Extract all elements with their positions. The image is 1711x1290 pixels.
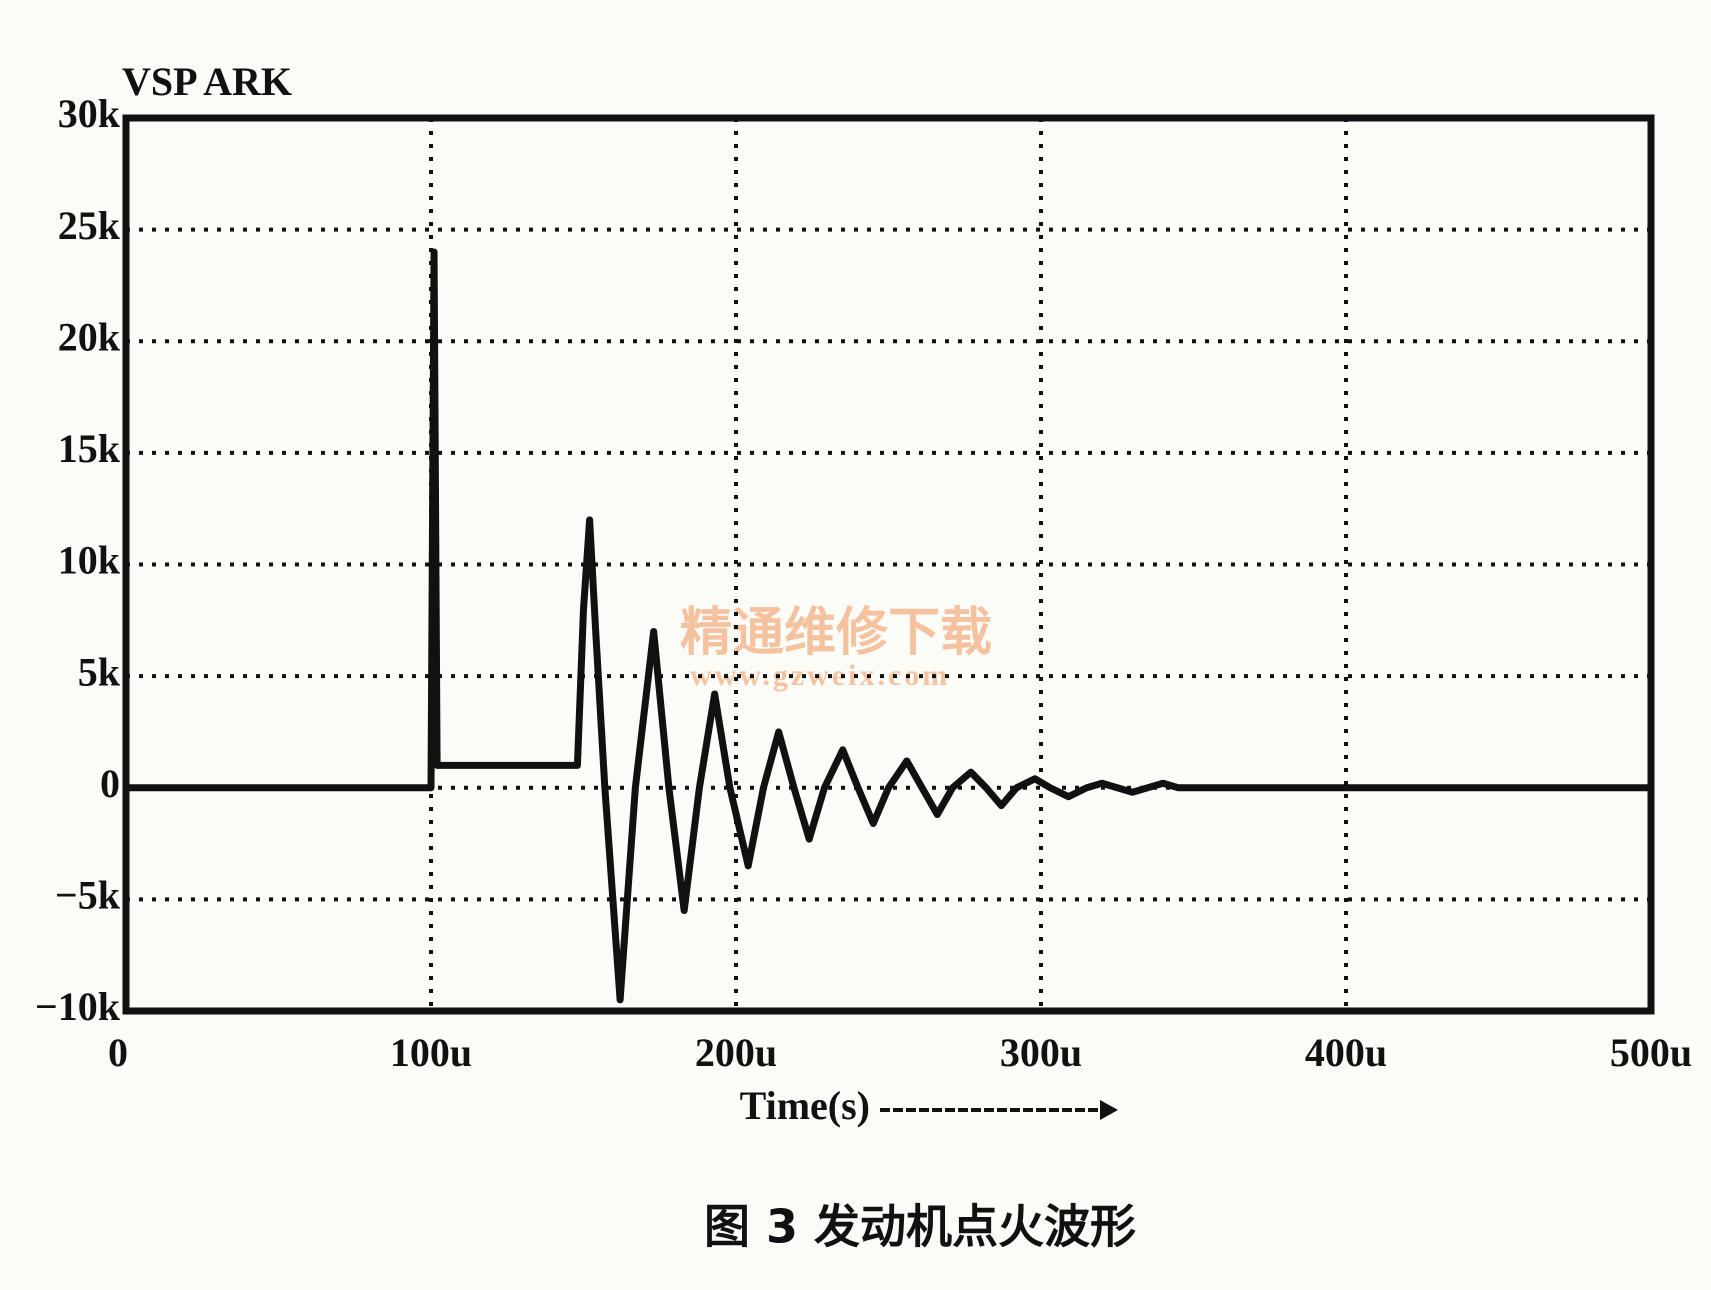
- waveform-line: [126, 248, 1651, 1004]
- watermark-url: www.gzweix.com: [690, 659, 950, 692]
- watermark: 精通维修下载: [680, 603, 992, 663]
- y-tick-label: 5k: [78, 649, 121, 694]
- y-tick-label: 20k: [58, 314, 121, 359]
- y-tick-label: 15k: [58, 426, 121, 471]
- x-axis-label: Time(s): [740, 1083, 870, 1128]
- y-tick-label: −10k: [35, 984, 121, 1029]
- y-tick-label: 0: [100, 761, 120, 806]
- x-tick-label: 300u: [1000, 1030, 1082, 1075]
- y-tick-label: 10k: [58, 538, 121, 583]
- x-tick-label: 0: [108, 1030, 128, 1075]
- y-tick-label: 25k: [58, 203, 121, 248]
- y-tick-label: 30k: [58, 91, 121, 136]
- x-tick-label: 200u: [695, 1030, 777, 1075]
- y-axis-label: VSP ARK: [122, 59, 292, 104]
- arrow-head: [1100, 1100, 1118, 1120]
- x-tick-label: 100u: [390, 1030, 472, 1075]
- x-tick-label: 500u: [1610, 1030, 1692, 1075]
- caption: 图 3 发动机点火波形: [704, 1200, 1136, 1254]
- y-tick-label: −5k: [55, 873, 121, 918]
- x-tick-label: 400u: [1305, 1030, 1387, 1075]
- plot-frame: [122, 114, 1655, 1015]
